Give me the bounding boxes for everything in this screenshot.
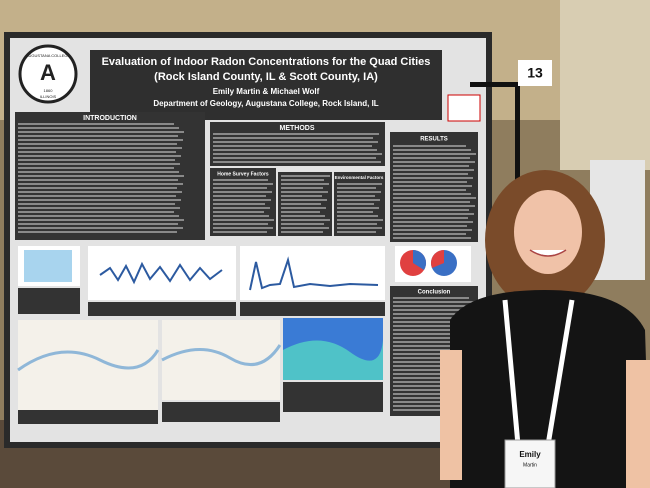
caption bbox=[18, 410, 158, 424]
river bbox=[17, 349, 160, 372]
section-heading: METHODS bbox=[280, 125, 315, 132]
badge-last-name: Martin bbox=[523, 462, 537, 468]
methods-box bbox=[210, 122, 385, 166]
badge bbox=[504, 439, 556, 488]
sign-number: 13 bbox=[527, 65, 543, 81]
smile bbox=[529, 249, 567, 257]
caption bbox=[162, 402, 280, 422]
pie-slice bbox=[413, 249, 427, 270]
body-text bbox=[18, 123, 476, 411]
radon-logo bbox=[447, 94, 481, 122]
shirt bbox=[450, 290, 650, 488]
title-banner bbox=[90, 50, 442, 120]
poster-subtitle: (Rock Island County, IL & Scott County, … bbox=[154, 71, 378, 83]
caption bbox=[18, 288, 80, 314]
figure-line bbox=[249, 256, 379, 291]
map-zone bbox=[283, 340, 383, 380]
arm bbox=[626, 360, 650, 488]
badge-first-name: Emily bbox=[519, 450, 541, 459]
logo-name: AUGUSTANA COLLEGE bbox=[26, 53, 71, 58]
pillar bbox=[560, 0, 650, 170]
logo-state: ILLINOIS bbox=[40, 94, 57, 99]
river bbox=[161, 344, 282, 367]
home-survey-box bbox=[210, 168, 276, 236]
arm bbox=[440, 350, 462, 480]
poster-title: Evaluation of Indoor Radon Concentration… bbox=[102, 56, 431, 68]
poster-affiliation: Department of Geology, Augustana College… bbox=[153, 99, 378, 108]
section-heading: Environmental Factors bbox=[335, 175, 384, 180]
section-heading: Conclusion bbox=[418, 290, 451, 296]
section-heading: Home Survey Factors bbox=[217, 171, 269, 177]
pie-slice bbox=[431, 250, 444, 268]
caption bbox=[88, 302, 236, 316]
logo-letter: A bbox=[40, 60, 56, 85]
face bbox=[514, 190, 582, 274]
map bbox=[162, 320, 280, 400]
caption bbox=[283, 382, 383, 412]
number-sign bbox=[518, 60, 552, 86]
caption bbox=[240, 302, 385, 316]
logo bbox=[18, 44, 78, 104]
figure bbox=[88, 246, 236, 300]
section-heading: RESULTS bbox=[420, 137, 448, 143]
section-heading: INTRODUCTION bbox=[83, 115, 137, 122]
poster-authors: Emily Martin & Michael Wolf bbox=[213, 87, 320, 96]
logo-year: 1860 bbox=[44, 88, 54, 93]
figure-plot bbox=[24, 250, 72, 282]
figure-line bbox=[99, 261, 223, 285]
stand-bar bbox=[470, 82, 520, 87]
figure bbox=[240, 246, 385, 300]
lanyard bbox=[502, 299, 575, 446]
map bbox=[18, 320, 158, 410]
